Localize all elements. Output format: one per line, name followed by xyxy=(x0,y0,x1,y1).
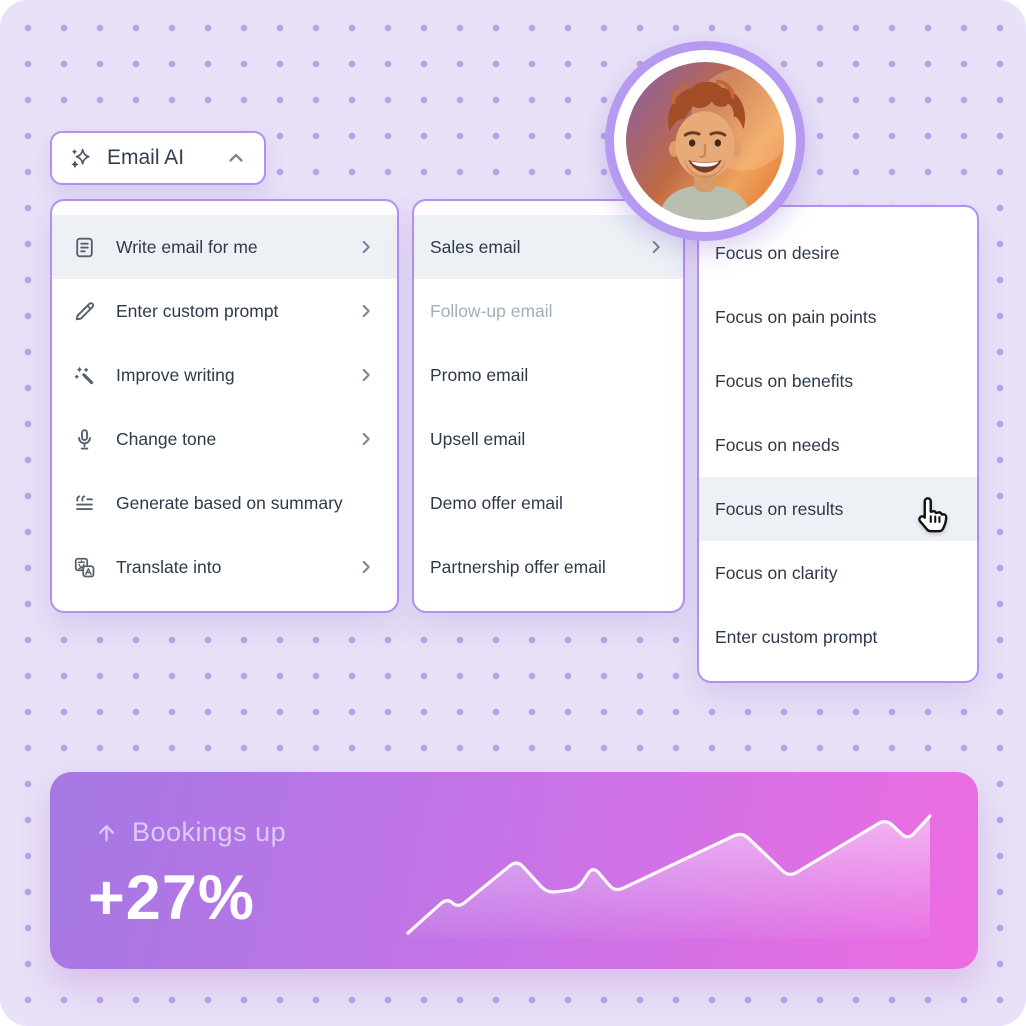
menu-item-label: Focus on pain points xyxy=(715,306,877,327)
bookings-label: Bookings up xyxy=(132,817,287,847)
menu-item-change-tone[interactable]: Change tone xyxy=(52,407,397,471)
bookings-label-row: Bookings up xyxy=(94,817,286,848)
sparkles-icon xyxy=(68,145,93,172)
menu-item-write-email-for-me[interactable]: Write email for me xyxy=(52,215,397,279)
bookings-trend-chart xyxy=(406,814,932,938)
submenu-main: Write email for me Enter custom prompt Imp… xyxy=(50,199,399,613)
menu-item-label: Focus on clarity xyxy=(715,562,838,583)
menu-item-label: Upsell email xyxy=(430,428,526,449)
menu-item-enter-custom-prompt[interactable]: Enter custom prompt xyxy=(699,605,977,669)
menu-item-label: Generate based on summary xyxy=(116,492,343,513)
menu-item-partnership-offer-email[interactable]: Partnership offer email xyxy=(414,535,683,599)
pencil-icon xyxy=(72,299,97,324)
chevron-right-icon xyxy=(355,300,377,322)
menu-item-label: Focus on needs xyxy=(715,434,840,455)
bookings-value: +27% xyxy=(88,863,255,933)
menu-item-generate-based-on-summary[interactable]: Generate based on summary xyxy=(52,471,397,535)
chevron-right-icon xyxy=(355,236,377,258)
menu-item-follow-up-email: Follow-up email xyxy=(414,279,683,343)
menu-item-label: Change tone xyxy=(116,428,217,449)
menu-item-focus-on-desire[interactable]: Focus on desire xyxy=(699,221,977,285)
microphone-icon xyxy=(72,427,97,452)
note-icon xyxy=(72,235,97,260)
menu-item-label: Improve writing xyxy=(116,364,235,385)
email-ai-button[interactable]: Email AI xyxy=(50,131,266,185)
bookings-stats-card: Bookings up +27% xyxy=(50,772,978,969)
menu-item-improve-writing[interactable]: Improve writing xyxy=(52,343,397,407)
hand-cursor-icon xyxy=(906,492,954,540)
menu-item-label: Focus on desire xyxy=(715,242,840,263)
menu-item-label: Focus on benefits xyxy=(715,370,854,391)
email-ai-label: Email AI xyxy=(107,146,185,169)
chevron-right-icon xyxy=(645,236,667,258)
menu-item-label: Demo offer email xyxy=(430,492,563,513)
menu-item-label: Partnership offer email xyxy=(430,556,606,577)
arrow-up-icon xyxy=(94,818,119,848)
menu-item-promo-email[interactable]: Promo email xyxy=(414,343,683,407)
menu-item-upsell-email[interactable]: Upsell email xyxy=(414,407,683,471)
chevron-up-icon xyxy=(224,146,248,170)
menu-item-label: Enter custom prompt xyxy=(715,626,878,647)
menu-item-label: Translate into xyxy=(116,556,222,577)
submenu-focus-options: Focus on desire Focus on pain points Focus… xyxy=(697,205,979,683)
menu-item-focus-on-needs[interactable]: Focus on needs xyxy=(699,413,977,477)
menu-item-sales-email[interactable]: Sales email xyxy=(414,215,683,279)
avatar-photo xyxy=(626,62,784,220)
chevron-right-icon xyxy=(355,428,377,450)
user-avatar[interactable] xyxy=(605,41,805,241)
menu-item-translate-into[interactable]: Translate into xyxy=(52,535,397,599)
menu-item-demo-offer-email[interactable]: Demo offer email xyxy=(414,471,683,535)
menu-item-enter-custom-prompt[interactable]: Enter custom prompt xyxy=(52,279,397,343)
menu-item-focus-on-benefits[interactable]: Focus on benefits xyxy=(699,349,977,413)
translate-icon xyxy=(72,555,97,580)
menu-item-label: Write email for me xyxy=(116,236,258,257)
menu-item-label: Enter custom prompt xyxy=(116,300,279,321)
summary-icon xyxy=(72,491,97,516)
wand-icon xyxy=(72,363,97,388)
chevron-right-icon xyxy=(355,364,377,386)
menu-item-label: Sales email xyxy=(430,236,521,257)
submenu-email-types: Sales email Follow-up email Promo email Ups… xyxy=(412,199,685,613)
menu-item-focus-on-pain-points[interactable]: Focus on pain points xyxy=(699,285,977,349)
chevron-right-icon xyxy=(355,556,377,578)
menu-item-label: Follow-up email xyxy=(430,300,553,321)
menu-item-label: Promo email xyxy=(430,364,529,385)
menu-item-label: Focus on results xyxy=(715,498,844,519)
menu-item-focus-on-clarity[interactable]: Focus on clarity xyxy=(699,541,977,605)
